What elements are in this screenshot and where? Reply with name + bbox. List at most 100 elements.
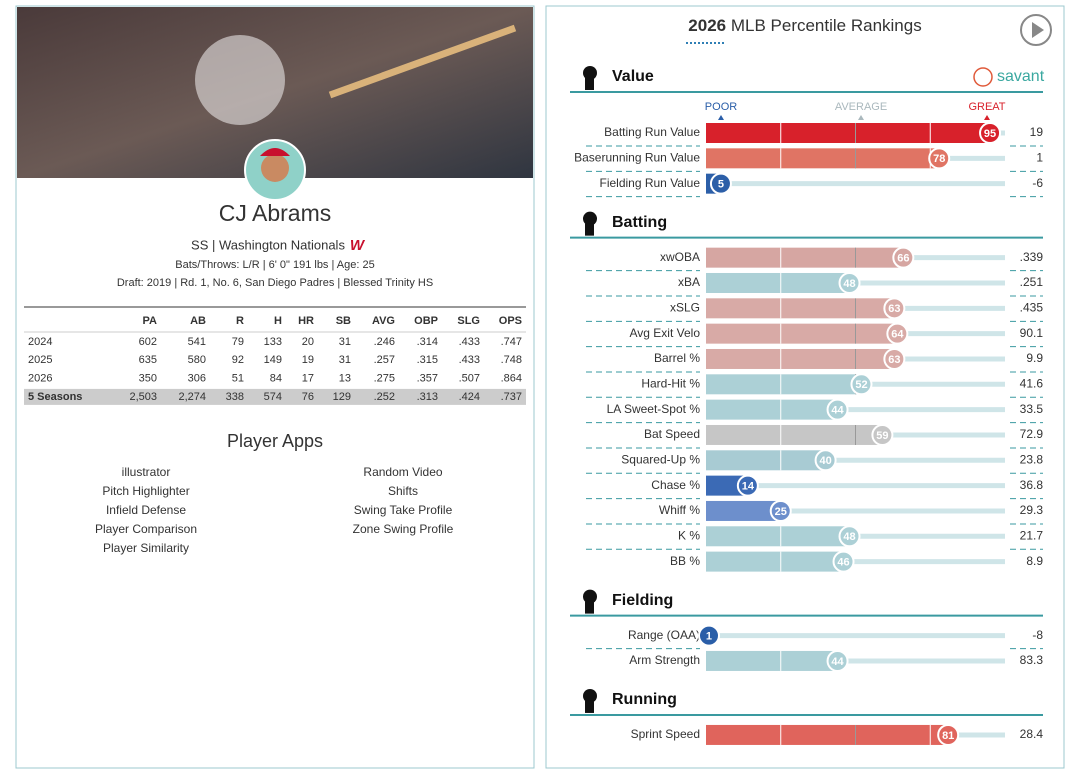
stat-cell: .314 — [417, 336, 438, 348]
stat-cell: 31 — [339, 336, 351, 348]
app-link[interactable]: Player Comparison — [95, 522, 197, 536]
stat-cell: 580 — [188, 354, 206, 366]
column-header: H — [274, 315, 282, 327]
section-icon — [585, 78, 594, 90]
title-text: MLB Percentile Rankings — [731, 16, 922, 35]
metric-label: Whiff % — [659, 503, 700, 517]
stat-cell: .275 — [374, 373, 395, 385]
scale-label: POOR — [705, 101, 737, 113]
stat-cell: 133 — [264, 336, 282, 348]
app-link[interactable]: Random Video — [363, 465, 442, 479]
stats-table: PA AB R H HR SB AVG OBP SLG OPS 2024 602 541 79 133 20 3… — [24, 306, 526, 405]
percentile-dot — [979, 122, 1002, 144]
percentile-label: 78 — [933, 153, 945, 165]
section-title: Value — [612, 68, 654, 85]
metric-label: Range (OAA) — [628, 628, 700, 642]
play-icon — [1032, 22, 1044, 38]
stat-cell: 129 — [333, 391, 351, 403]
stat-cell: 84 — [270, 373, 282, 385]
row-label: 2026 — [28, 373, 52, 385]
column-header: OBP — [414, 315, 438, 327]
percentile-label: 14 — [742, 481, 755, 493]
percentile-label: 63 — [888, 303, 900, 315]
player-team: SS | Washington Nationals — [191, 237, 345, 252]
metric-value: 23.8 — [1020, 452, 1044, 466]
percentile-dot — [736, 474, 759, 497]
metric-value: .339 — [1020, 250, 1044, 264]
total-row-bg — [24, 388, 526, 405]
metric-value: 29.3 — [1020, 503, 1044, 517]
percentile-dot — [814, 449, 837, 472]
percentile-bar — [706, 123, 991, 143]
percentile-bar — [706, 247, 904, 268]
percentile-bar — [706, 424, 883, 445]
stat-cell: 149 — [264, 354, 282, 366]
avatar-face — [261, 154, 289, 182]
metric-value: 36.8 — [1020, 478, 1044, 492]
metric-value: 72.9 — [1020, 427, 1044, 441]
stat-cell: .748 — [501, 354, 522, 366]
stat-cell: 2,274 — [178, 391, 206, 403]
app-link[interactable]: Player Similarity — [103, 541, 189, 555]
metric-value: 8.9 — [1026, 554, 1043, 568]
column-header: AVG — [372, 315, 395, 327]
percentile-bar — [706, 399, 838, 420]
metric-value: 41.6 — [1020, 376, 1044, 390]
metric-label: LA Sweet-Spot % — [607, 402, 701, 416]
scale-label: AVERAGE — [835, 101, 887, 113]
app-link[interactable]: Swing Take Profile — [354, 503, 453, 517]
scale-label: GREAT — [968, 101, 1005, 113]
app-link[interactable]: Shifts — [388, 484, 418, 498]
metric-label: Batting Run Value — [604, 125, 700, 139]
percentile-dot — [826, 649, 849, 672]
metric-label: Bat Speed — [644, 427, 700, 441]
app-link[interactable]: Infield Defense — [106, 503, 186, 517]
percentile-dot — [871, 423, 894, 446]
stat-cell: 51 — [232, 373, 244, 385]
percentile-bar — [706, 272, 850, 293]
stat-cell: 13 — [339, 373, 351, 385]
section-icon — [583, 589, 597, 604]
app-link[interactable]: illustrator — [122, 465, 171, 479]
percentile-bar — [706, 724, 949, 745]
stat-cell: 306 — [188, 373, 206, 385]
column-header: AB — [190, 315, 206, 327]
percentile-dot — [928, 147, 951, 170]
stat-cell: 338 — [226, 391, 244, 403]
app-link[interactable]: Pitch Highlighter — [102, 484, 189, 498]
scale-arrow — [858, 115, 864, 120]
stat-cell: 17 — [302, 373, 314, 385]
savant-logo — [973, 67, 993, 87]
player-draft: Draft: 2019 | Rd. 1, No. 6, San Diego Pa… — [117, 277, 433, 289]
section-title: Batting — [612, 214, 667, 231]
stat-cell: .737 — [501, 391, 522, 403]
percentile-label: 48 — [843, 531, 855, 543]
percentile-label: 48 — [843, 278, 855, 290]
metric-label: BB % — [670, 554, 700, 568]
player-name: CJ Abrams — [219, 200, 331, 226]
column-header: R — [236, 315, 244, 327]
metric-label: xBA — [678, 275, 700, 289]
percentile-label: 40 — [819, 455, 831, 467]
section-icon — [585, 223, 594, 236]
section-icon — [583, 688, 597, 703]
percentile-dot — [697, 624, 720, 647]
metric-label: Baserunning Run Value — [574, 151, 700, 165]
metric-label: Chase % — [651, 478, 700, 492]
stat-cell: .315 — [417, 354, 438, 366]
percentile-dot — [892, 246, 915, 269]
stat-cell: 2,503 — [129, 391, 157, 403]
metric-label: Hard-Hit % — [641, 376, 700, 390]
section-icon — [585, 601, 594, 614]
right-panel — [545, 5, 1065, 769]
metric-value: 19 — [1030, 125, 1044, 139]
percentile-label: 95 — [984, 128, 996, 140]
player-bio: Bats/Throws: L/R | 6' 0" 191 lbs | Age: … — [175, 259, 374, 271]
percentile-label: 44 — [831, 656, 844, 668]
section-icon — [585, 700, 594, 713]
app-link[interactable]: Zone Swing Profile — [353, 522, 454, 536]
metric-value: 21.7 — [1020, 528, 1044, 542]
percentile-dot — [838, 525, 861, 548]
